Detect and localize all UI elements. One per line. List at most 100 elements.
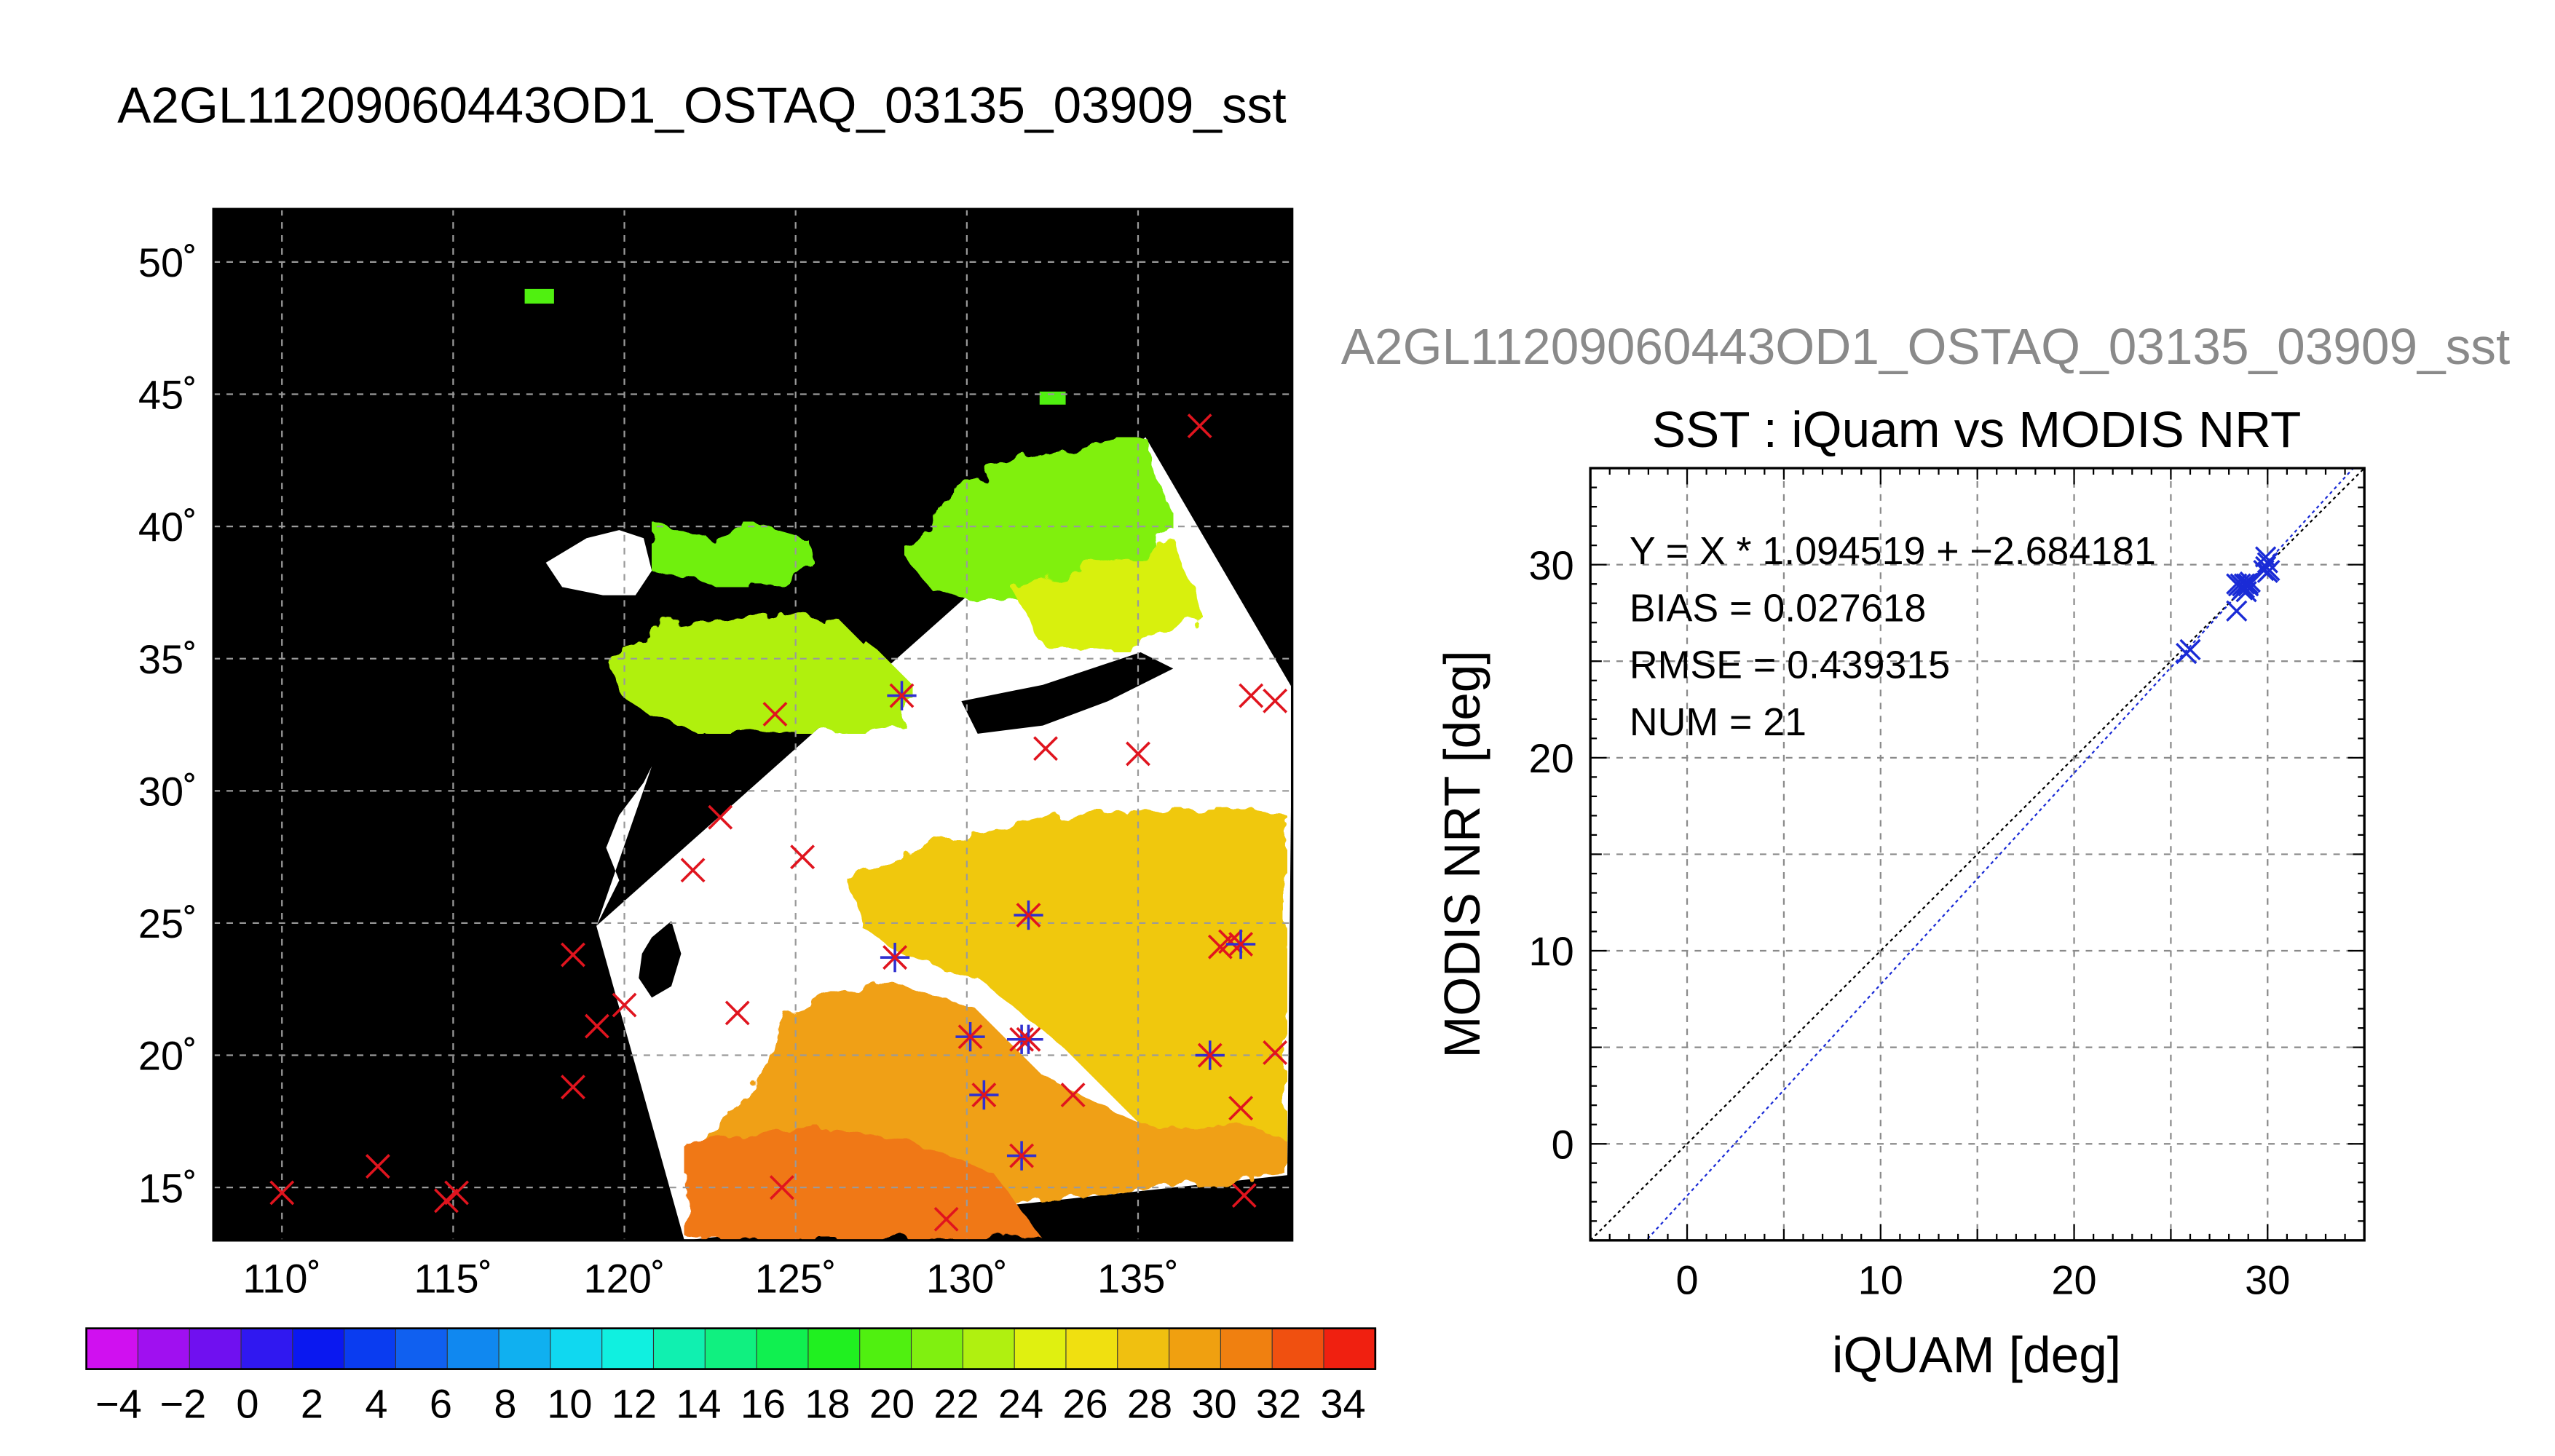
scatter-x-tick-label: 10 — [1858, 1257, 1903, 1303]
colorbar-tick-label: 2 — [301, 1381, 323, 1427]
map-marker-red — [1263, 688, 1288, 713]
map-marker-red — [444, 1180, 470, 1206]
map-marker-matched — [1014, 1024, 1043, 1054]
map-lat-labels: 50˚ 45˚ 40˚ 35˚ 30˚ 25˚ 20˚ 15˚ — [138, 240, 197, 1211]
map-grid — [213, 209, 1292, 1241]
map-marker-red — [1239, 683, 1264, 708]
map-marker-matched — [955, 1021, 985, 1052]
colorbar-tick-label: 16 — [741, 1381, 786, 1427]
scatter-ticks — [1590, 467, 2366, 1241]
map-marker-red — [584, 1013, 609, 1039]
colorbar-cell — [911, 1328, 964, 1369]
sst-yellow-sea-region — [606, 611, 913, 734]
colorbar-cell — [550, 1328, 604, 1369]
colorbar-tick-label: 18 — [805, 1381, 850, 1427]
map-marker-red — [1228, 1096, 1254, 1121]
colorbar-cell — [963, 1328, 1016, 1369]
colorbar-cell — [1065, 1328, 1119, 1369]
map-marker-matched — [1006, 1141, 1037, 1171]
scatter-x-tick-label: 30 — [2245, 1257, 2290, 1303]
sst-warm-yellow-region — [847, 807, 1287, 1182]
sst-japan-sea-south — [1010, 538, 1207, 652]
colorbar-tick-label: 26 — [1062, 1381, 1107, 1427]
map-marker-red — [1218, 929, 1243, 954]
map-marker-matched — [969, 1080, 999, 1110]
colorbar-tick-label: 6 — [430, 1381, 452, 1427]
scatter-faded-title: A2GL11209060443OD1_OSTAQ_03135_03909_sst — [1341, 318, 2510, 375]
map-marker-red — [762, 702, 788, 727]
stat-bias: BIAS = 0.027618 — [1630, 586, 1926, 630]
colorbar-cell — [859, 1328, 912, 1369]
colorbar-frame — [85, 1327, 1377, 1370]
scatter-y-tick-labels: 0 10 20 30 — [1529, 542, 1574, 1168]
scatter-title: SST : iQuam vs MODIS NRT — [1652, 401, 2302, 458]
map-lat-tick-label: 40˚ — [138, 504, 197, 550]
map-markers — [269, 414, 1288, 1232]
colorbar-tick-label: 32 — [1256, 1381, 1301, 1427]
map-marker-red — [1231, 1183, 1257, 1208]
map-lon-labels: 110˚ 115˚ 120˚ 125˚ 130˚ 135˚ — [242, 1255, 1179, 1301]
map-lat-tick-label: 30˚ — [138, 768, 197, 814]
colorbar-cell — [241, 1328, 294, 1369]
colorbar-cell — [653, 1328, 706, 1369]
cloud-patch-north — [545, 530, 652, 596]
colorbar-cell — [447, 1328, 500, 1369]
map-marker-red — [708, 804, 733, 830]
scatter-y-tick-label: 30 — [1529, 542, 1574, 588]
map-lat-tick-label: 25˚ — [138, 901, 197, 946]
sst-japan-sea-region — [904, 437, 1174, 604]
map-marker-matched-cross — [1228, 932, 1254, 957]
colorbar-cell — [138, 1328, 191, 1369]
map-lat-tick-label: 15˚ — [138, 1165, 197, 1211]
colorbar-tick-label: 22 — [933, 1381, 979, 1427]
colorbar-cell — [1220, 1328, 1273, 1369]
scatter-stats: Y = X * 1.094519 + −2.684181 BIAS = 0.02… — [1630, 529, 2156, 744]
scatter-panel: A2GL11209060443OD1_OSTAQ_03135_03909_sst… — [1341, 318, 2510, 1383]
cloud-edge-west — [594, 766, 652, 930]
map-marker-red — [1187, 414, 1212, 439]
map-marker-red — [790, 844, 816, 870]
map-marker-matched — [887, 681, 917, 711]
stat-num: NUM = 21 — [1630, 700, 1806, 744]
scatter-lines — [1590, 468, 2365, 1241]
korea-land — [839, 521, 896, 644]
page-title: A2GL11209060443OD1_OSTAQ_03135_03909_sst — [117, 77, 1286, 134]
map-marker-red — [680, 858, 706, 883]
map-marker-red — [1263, 1040, 1288, 1065]
scatter-point — [2256, 552, 2278, 574]
colorbar-tick-label: 0 — [236, 1381, 258, 1427]
taiwan-land — [639, 921, 682, 998]
colorbar-tick-label: 14 — [676, 1381, 721, 1427]
colorbar-cell — [807, 1328, 861, 1369]
colorbar-cell — [499, 1328, 552, 1369]
map-lon-tick-label: 130˚ — [926, 1255, 1008, 1301]
scatter-points — [2176, 546, 2280, 665]
map-lat-tick-label: 35˚ — [138, 636, 197, 682]
colorbar-tick-label: 12 — [612, 1381, 657, 1427]
scatter-grid — [1590, 468, 2365, 1241]
map-frame — [212, 207, 1294, 1242]
colorbar-labels: −4 −2 0 2 4 6 8 10 12 14 16 18 20 22 24 26 28 30 32 34 — [95, 1381, 1366, 1427]
map-lon-tick-label: 135˚ — [1097, 1255, 1179, 1301]
map-panel: 50˚ 45˚ 40˚ 35˚ 30˚ 25˚ 20˚ 15˚ 110˚ 115˚ 120˚ 125… — [138, 207, 1294, 1301]
colorbar-tick-label: 10 — [547, 1381, 592, 1427]
scatter-x-tick-labels: 0 10 20 30 — [1675, 1257, 2290, 1303]
stat-equation: Y = X * 1.094519 + −2.684181 — [1630, 529, 2156, 573]
scatter-point — [2226, 600, 2248, 622]
map-marker-matched-cross — [1016, 1026, 1041, 1052]
colorbar-tick-label: 24 — [998, 1381, 1043, 1427]
map-marker-matched — [1195, 1040, 1225, 1070]
colorbar-cell — [601, 1328, 655, 1369]
map-marker-matched-cross — [957, 1024, 983, 1050]
colorbar-tick-label: 28 — [1127, 1381, 1172, 1427]
scatter-y-tick-label: 0 — [1552, 1121, 1574, 1167]
colorbar-cell — [86, 1328, 139, 1369]
colorbar-tick-label: 20 — [869, 1381, 915, 1427]
colorbar-cell — [344, 1328, 397, 1369]
map-marker-red — [1126, 741, 1150, 767]
colorbar-cell — [189, 1328, 242, 1369]
sst-patch-north — [524, 288, 554, 304]
colorbar-tick-label: 8 — [494, 1381, 516, 1427]
map-marker-matched-cross — [1197, 1042, 1223, 1068]
